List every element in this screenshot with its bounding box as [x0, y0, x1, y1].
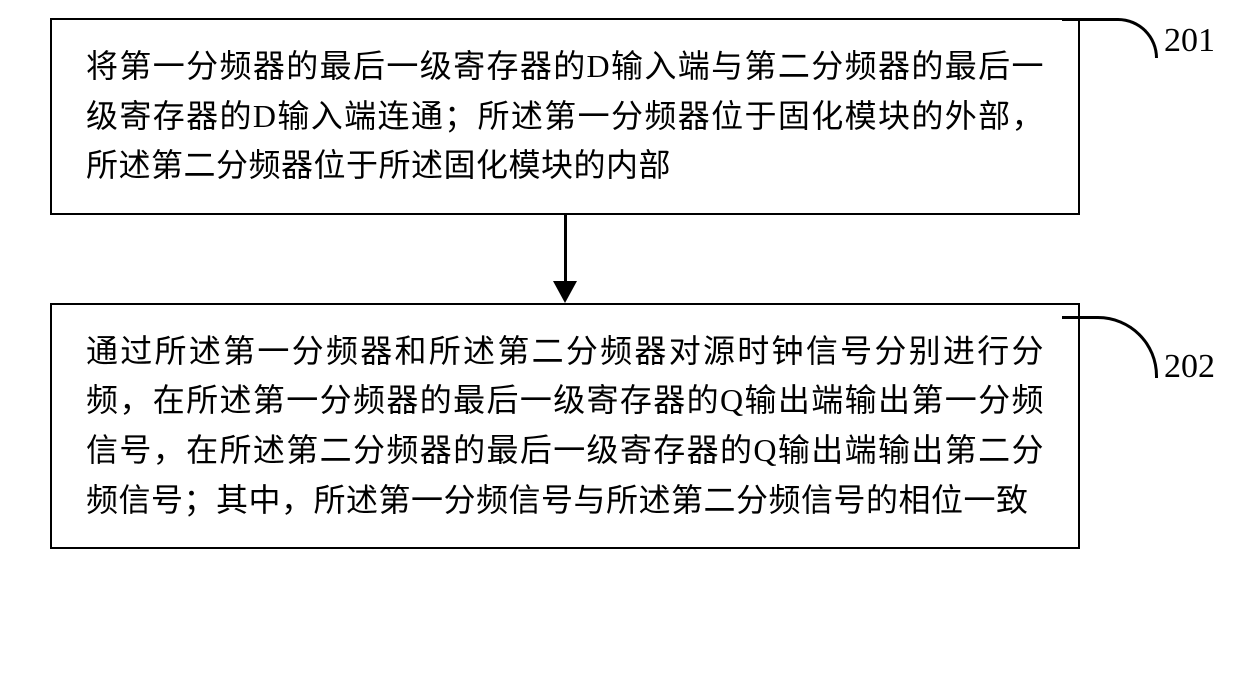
- ref-label-201: 201: [1164, 22, 1215, 60]
- flow-node-201-text: 将第一分频器的最后一级寄存器的D输入端与第二分频器的最后一级寄存器的D输入端连通…: [86, 42, 1044, 191]
- ref-label-202: 202: [1164, 348, 1215, 386]
- arrow-line: [564, 215, 567, 281]
- flow-node-202-text: 通过所述第一分频器和所述第二分频器对源时钟信号分别进行分频，在所述第一分频器的最…: [86, 327, 1044, 525]
- arrow-head-icon: [553, 281, 577, 303]
- flowchart-container: 将第一分频器的最后一级寄存器的D输入端与第二分频器的最后一级寄存器的D输入端连通…: [50, 18, 1190, 549]
- leader-201: [1062, 18, 1158, 58]
- leader-202: [1062, 316, 1158, 378]
- flow-node-202: 通过所述第一分频器和所述第二分频器对源时钟信号分别进行分频，在所述第一分频器的最…: [50, 303, 1080, 549]
- flow-edge-201-202: [50, 215, 1080, 303]
- flow-node-201: 将第一分频器的最后一级寄存器的D输入端与第二分频器的最后一级寄存器的D输入端连通…: [50, 18, 1080, 215]
